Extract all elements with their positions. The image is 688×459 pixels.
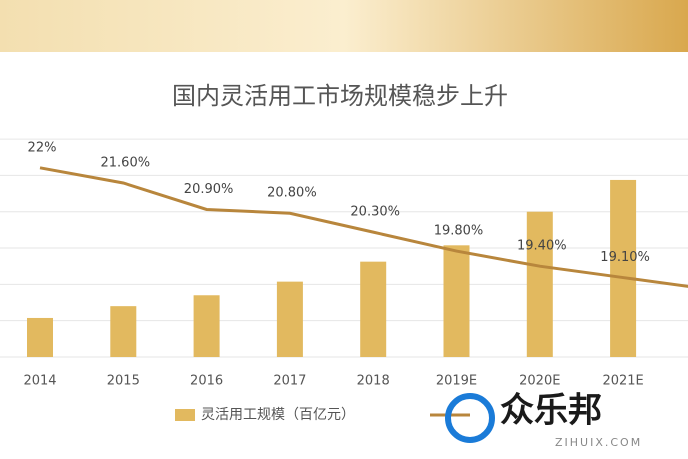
bar bbox=[443, 245, 470, 357]
watermark: 众乐邦 bbox=[500, 391, 602, 431]
bar bbox=[27, 317, 53, 357]
x-tick-label: 2016 bbox=[190, 374, 223, 389]
bar bbox=[610, 179, 637, 357]
bar bbox=[276, 281, 303, 357]
bar bbox=[110, 306, 137, 357]
data-label: 19.40% bbox=[517, 239, 567, 254]
chart-title: 国内灵活用工市场规模稳步上升 bbox=[172, 82, 508, 110]
data-label: 20.30% bbox=[350, 205, 400, 220]
data-label: 19.80% bbox=[434, 224, 484, 239]
x-tick-label: 2020E bbox=[519, 374, 560, 389]
data-label: 22% bbox=[28, 140, 57, 155]
data-label: 20.80% bbox=[267, 186, 317, 201]
bar bbox=[193, 295, 220, 357]
legend-label: 灵活用工规模（百亿元） bbox=[201, 407, 355, 423]
x-tick-label: 2019E bbox=[436, 374, 477, 389]
line bbox=[39, 166, 688, 288]
x-tick-label: 2017 bbox=[273, 374, 306, 389]
legend-swatch bbox=[175, 409, 195, 421]
watermark: ZIHUIX.COM bbox=[555, 436, 642, 449]
data-label: 20.90% bbox=[184, 182, 234, 197]
bar bbox=[526, 211, 553, 357]
x-tick-label: 2014 bbox=[23, 374, 56, 389]
watermark-icon bbox=[445, 393, 495, 443]
data-label: 19.10% bbox=[600, 250, 650, 265]
banner bbox=[0, 0, 688, 52]
bar bbox=[360, 261, 387, 357]
x-tick-label: 2015 bbox=[107, 374, 140, 389]
x-tick-label: 2021E bbox=[602, 374, 643, 389]
data-label: 21.60% bbox=[101, 155, 151, 170]
x-tick-label: 2018 bbox=[357, 374, 390, 389]
